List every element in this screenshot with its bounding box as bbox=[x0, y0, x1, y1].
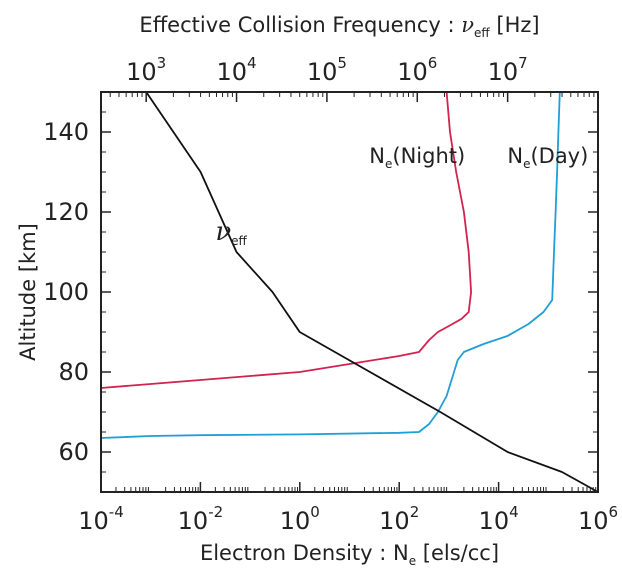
curve-label-day: Ne(Day) bbox=[507, 144, 588, 171]
x-bottom-tick-label: 10-4 bbox=[78, 503, 124, 535]
series-line-nu bbox=[145, 91, 599, 493]
x-bottom-tick-label: 106 bbox=[578, 503, 618, 535]
y-tick-label: 60 bbox=[58, 438, 89, 466]
labels-group: 10-4 10-2 100 102 104 106 103 104 105 106 107 60 80 1… bbox=[43, 54, 618, 535]
y-axis-title: Altitude [km] bbox=[16, 223, 40, 361]
x-top-tick-label: 104 bbox=[217, 54, 257, 86]
x-top-tick-label: 107 bbox=[488, 54, 528, 86]
series-line-day bbox=[100, 91, 561, 439]
series-line-night bbox=[100, 91, 473, 389]
x-bottom-tick-label: 10-2 bbox=[178, 503, 224, 535]
y-tick-label: 80 bbox=[58, 358, 89, 386]
curves-group bbox=[100, 91, 599, 493]
x-axis-title-bottom: Electron Density : Ne [els/cc] bbox=[200, 541, 499, 568]
y-tick-label: 100 bbox=[43, 278, 89, 306]
x-bottom-tick-label: 104 bbox=[479, 503, 519, 535]
curve-label-night: Ne(Night) bbox=[369, 144, 465, 171]
x-top-tick-label: 105 bbox=[307, 54, 347, 86]
plot-frame bbox=[100, 91, 599, 493]
x-axis-title-top: Effective Collision Frequency : νeff [Hz… bbox=[139, 13, 539, 40]
x-bottom-tick-label: 102 bbox=[379, 503, 419, 535]
x-top-tick-label: 106 bbox=[397, 54, 437, 86]
ticks-group bbox=[100, 91, 599, 493]
x-bottom-tick-label: 100 bbox=[280, 503, 320, 535]
curve-label-nu: νeff bbox=[215, 217, 247, 248]
y-tick-label: 140 bbox=[43, 118, 89, 146]
x-top-tick-label: 103 bbox=[126, 54, 166, 86]
y-tick-label: 120 bbox=[43, 198, 89, 226]
